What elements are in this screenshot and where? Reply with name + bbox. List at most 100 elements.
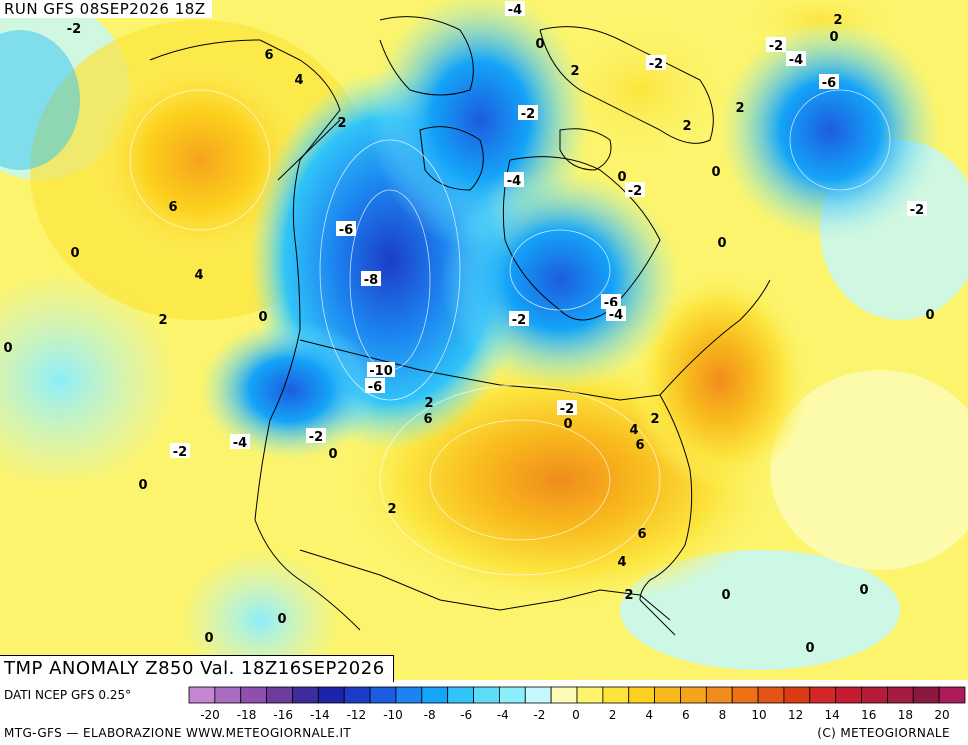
isotherm-label: 2 — [624, 588, 633, 603]
legend-tick-label: -4 — [497, 708, 509, 722]
legend-swatch — [473, 686, 500, 704]
isotherm-label: -6 — [365, 378, 385, 395]
isotherm-label: 0 — [277, 612, 286, 627]
legend-swatch — [887, 686, 914, 704]
svg-text:0: 0 — [717, 236, 726, 251]
isotherm-label: 2 — [424, 396, 433, 411]
legend-swatch — [498, 686, 526, 704]
legend-tick-label: -2 — [533, 708, 545, 722]
isotherm-label: 0 — [3, 341, 12, 356]
legend-tick-label: 8 — [719, 708, 727, 722]
legend-tick-label: 14 — [825, 708, 840, 722]
isotherm-label: -4 — [606, 306, 626, 323]
isotherm-label: -2 — [509, 311, 529, 328]
svg-text:6: 6 — [168, 200, 177, 215]
svg-text:-2: -2 — [649, 57, 663, 72]
svg-text:-8: -8 — [364, 273, 378, 288]
isotherm-label: 4 — [194, 268, 203, 283]
svg-text:6: 6 — [635, 438, 644, 453]
legend-tick-label: 10 — [751, 708, 766, 722]
svg-text:0: 0 — [138, 478, 147, 493]
isotherm-label: 0 — [925, 308, 934, 323]
svg-text:2: 2 — [570, 64, 579, 79]
svg-text:2: 2 — [624, 588, 633, 603]
legend-swatch — [628, 686, 656, 704]
legend-swatch — [680, 686, 707, 704]
svg-text:0: 0 — [563, 417, 572, 432]
legend-swatch — [783, 686, 811, 704]
legend-tick-label: 20 — [934, 708, 949, 722]
svg-text:0: 0 — [204, 631, 213, 646]
svg-text:2: 2 — [735, 101, 744, 116]
data-source: DATI NCEP GFS 0.25° — [4, 688, 132, 702]
legend-tick-label: 4 — [645, 708, 653, 722]
legend-tick-label: -14 — [310, 708, 330, 722]
legend-tick-label: 6 — [682, 708, 690, 722]
legend-swatch — [550, 686, 578, 704]
svg-text:4: 4 — [194, 268, 203, 283]
isotherm-label: 6 — [635, 438, 644, 453]
legend-swatch — [214, 686, 242, 704]
svg-text:0: 0 — [535, 37, 544, 52]
svg-text:-2: -2 — [628, 184, 642, 199]
legend-tick-label: -6 — [460, 708, 472, 722]
svg-text:2: 2 — [833, 13, 842, 28]
map-title: TMP ANOMALY Z850 Val. 18Z16SEP2026 — [0, 655, 394, 682]
legend-tick-label: 16 — [861, 708, 876, 722]
isotherm-label: 0 — [721, 588, 730, 603]
isotherm-label: 0 — [829, 30, 838, 45]
svg-text:0: 0 — [277, 612, 286, 627]
svg-text:-4: -4 — [789, 53, 803, 68]
isotherm-label: -2 — [557, 400, 577, 417]
isotherm-label: 2 — [682, 119, 691, 134]
isotherm-label: 4 — [629, 423, 638, 438]
legend-swatch — [938, 686, 966, 704]
svg-text:-4: -4 — [507, 174, 521, 189]
svg-text:6: 6 — [264, 48, 273, 63]
svg-text:-6: -6 — [339, 223, 353, 238]
legend-swatch — [421, 686, 449, 704]
svg-text:-2: -2 — [173, 445, 187, 460]
isotherm-label: 0 — [70, 246, 79, 261]
legend-swatch — [576, 686, 604, 704]
legend-swatch — [317, 686, 345, 704]
svg-text:2: 2 — [387, 502, 396, 517]
isotherm-label: 0 — [563, 417, 572, 432]
svg-text:4: 4 — [617, 555, 626, 570]
svg-text:0: 0 — [859, 583, 868, 598]
svg-text:2: 2 — [650, 412, 659, 427]
isotherm-label: 0 — [717, 236, 726, 251]
svg-text:2: 2 — [424, 396, 433, 411]
isotherm-label: -4 — [504, 172, 524, 189]
svg-text:6: 6 — [423, 412, 432, 427]
legend-swatch — [835, 686, 862, 704]
svg-text:4: 4 — [629, 423, 638, 438]
color-legend: -20 -18 -16 -14 -12 -10 -8 -6 -4 -2 0 2 4 6 8 10 12 14 16 1… — [188, 686, 966, 722]
isotherm-label: 0 — [258, 310, 267, 325]
isotherm-label: -2 — [170, 443, 190, 460]
isotherm-label: -4 — [786, 51, 806, 68]
svg-text:-2: -2 — [309, 430, 323, 445]
isotherm-label: 2 — [387, 502, 396, 517]
legend-swatch — [912, 686, 940, 704]
legend-swatch — [188, 686, 216, 704]
isotherm-label: 0 — [535, 37, 544, 52]
isotherm-label: -2 — [766, 37, 786, 54]
svg-text:-2: -2 — [521, 107, 535, 122]
isotherm-label: 2 — [833, 13, 842, 28]
isotherm-contours — [129, 89, 891, 576]
isotherm-label: 0 — [204, 631, 213, 646]
svg-text:0: 0 — [805, 641, 814, 656]
footer-credit: MTG-GFS — ELABORAZIONE WWW.METEOGIORNALE… — [4, 726, 352, 740]
svg-text:0: 0 — [70, 246, 79, 261]
isotherm-label: -2 — [306, 428, 326, 445]
legend-swatch — [395, 686, 423, 704]
isotherm-label: 2 — [158, 313, 167, 328]
isotherm-label: 0 — [617, 170, 626, 185]
legend-tick-label: 2 — [609, 708, 617, 722]
isotherm-label: -6 — [336, 221, 356, 238]
legend-swatch — [809, 686, 837, 704]
legend-swatch — [654, 686, 681, 704]
